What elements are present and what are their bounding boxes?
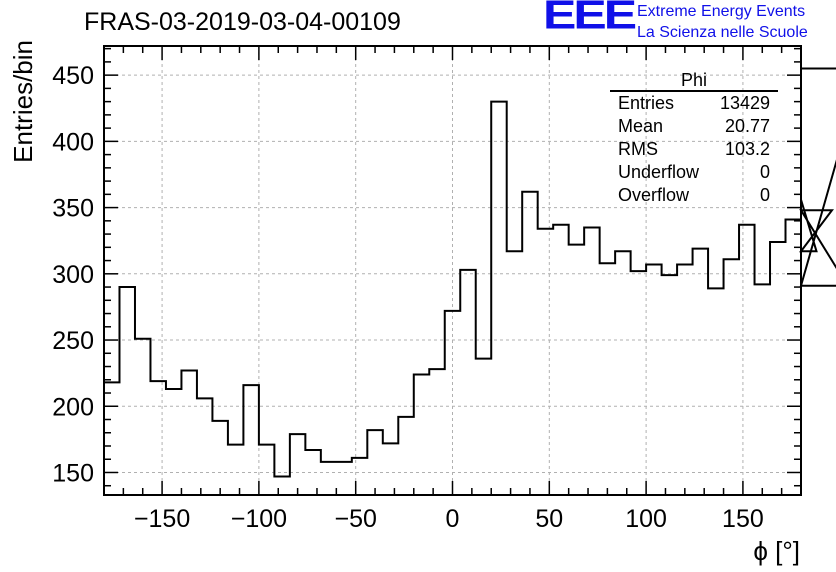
y-tick-label: 250: [52, 327, 94, 355]
stats-label: Overflow: [618, 185, 690, 205]
stats-value: 20.77: [724, 116, 770, 136]
x-axis-label: ϕ [°]: [753, 536, 800, 566]
y-tick-label: 200: [52, 393, 94, 421]
x-tick-label: −50: [334, 505, 376, 533]
x-tick-label: 50: [535, 505, 563, 533]
x-tick-label: −150: [134, 505, 190, 533]
stats-value: 0: [759, 162, 770, 182]
y-tick-labels: 150 200 250 300 350 400 450: [52, 62, 94, 487]
x-tick-label: 150: [722, 505, 764, 533]
chart-title: FRAS-03-2019-03-04-00109: [84, 8, 401, 36]
x-tick-label: 100: [625, 505, 667, 533]
y-axis-label: Entries/bin: [8, 40, 38, 163]
stats-label: RMS: [618, 139, 658, 159]
stats-rows: Entries 13429 Mean 20.77 RMS 103.2 Underflow 0 O…: [610, 92, 778, 207]
eee-logo: EEE: [543, 0, 637, 38]
histogram-line: [104, 67, 836, 478]
x-tick-label: 0: [446, 505, 460, 533]
axis-ticks: [103, 46, 802, 495]
stats-row: Underflow 0: [610, 161, 778, 184]
x-tick-labels: −150 −100 −50 0 50 100 150: [134, 505, 764, 533]
y-tick-label: 400: [52, 128, 94, 156]
y-tick-label: 150: [52, 459, 94, 487]
stats-label: Underflow: [618, 162, 700, 182]
x-tick-label: −100: [231, 505, 287, 533]
stats-label: Entries: [618, 93, 675, 113]
y-tick-label: 350: [52, 195, 94, 223]
stats-value: 103.2: [724, 139, 770, 159]
stats-value: 0: [759, 185, 770, 205]
stats-row: Entries 13429: [610, 92, 778, 115]
stats-box: Phi Entries 13429 Mean 20.77 RMS 103.2 Underfl…: [610, 70, 778, 207]
stats-label: Mean: [618, 116, 664, 136]
stats-title: Phi: [610, 70, 778, 92]
y-tick-label: 300: [52, 261, 94, 289]
stats-value: 13429: [719, 93, 770, 113]
y-tick-label: 450: [52, 62, 94, 90]
stats-row: Overflow 0: [610, 184, 778, 207]
stats-row: Mean 20.77: [610, 115, 778, 138]
logo-subtitle-1: Extreme Energy Events: [637, 3, 806, 20]
stats-row: RMS 103.2: [610, 138, 778, 161]
logo-subtitle-2: La Scienza nelle Scuole: [637, 24, 808, 41]
